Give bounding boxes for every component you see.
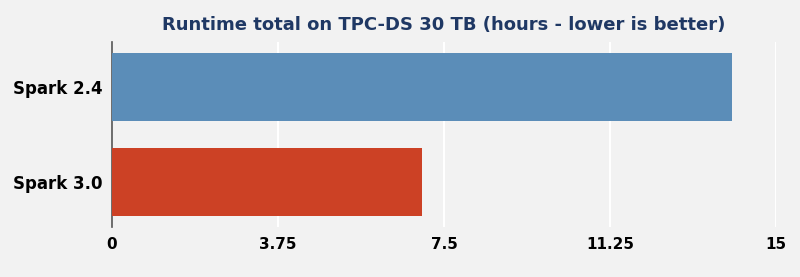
Title: Runtime total on TPC-DS 30 TB (hours - lower is better): Runtime total on TPC-DS 30 TB (hours - l…	[162, 16, 726, 34]
Bar	[112, 148, 422, 216]
Bar	[112, 53, 732, 121]
